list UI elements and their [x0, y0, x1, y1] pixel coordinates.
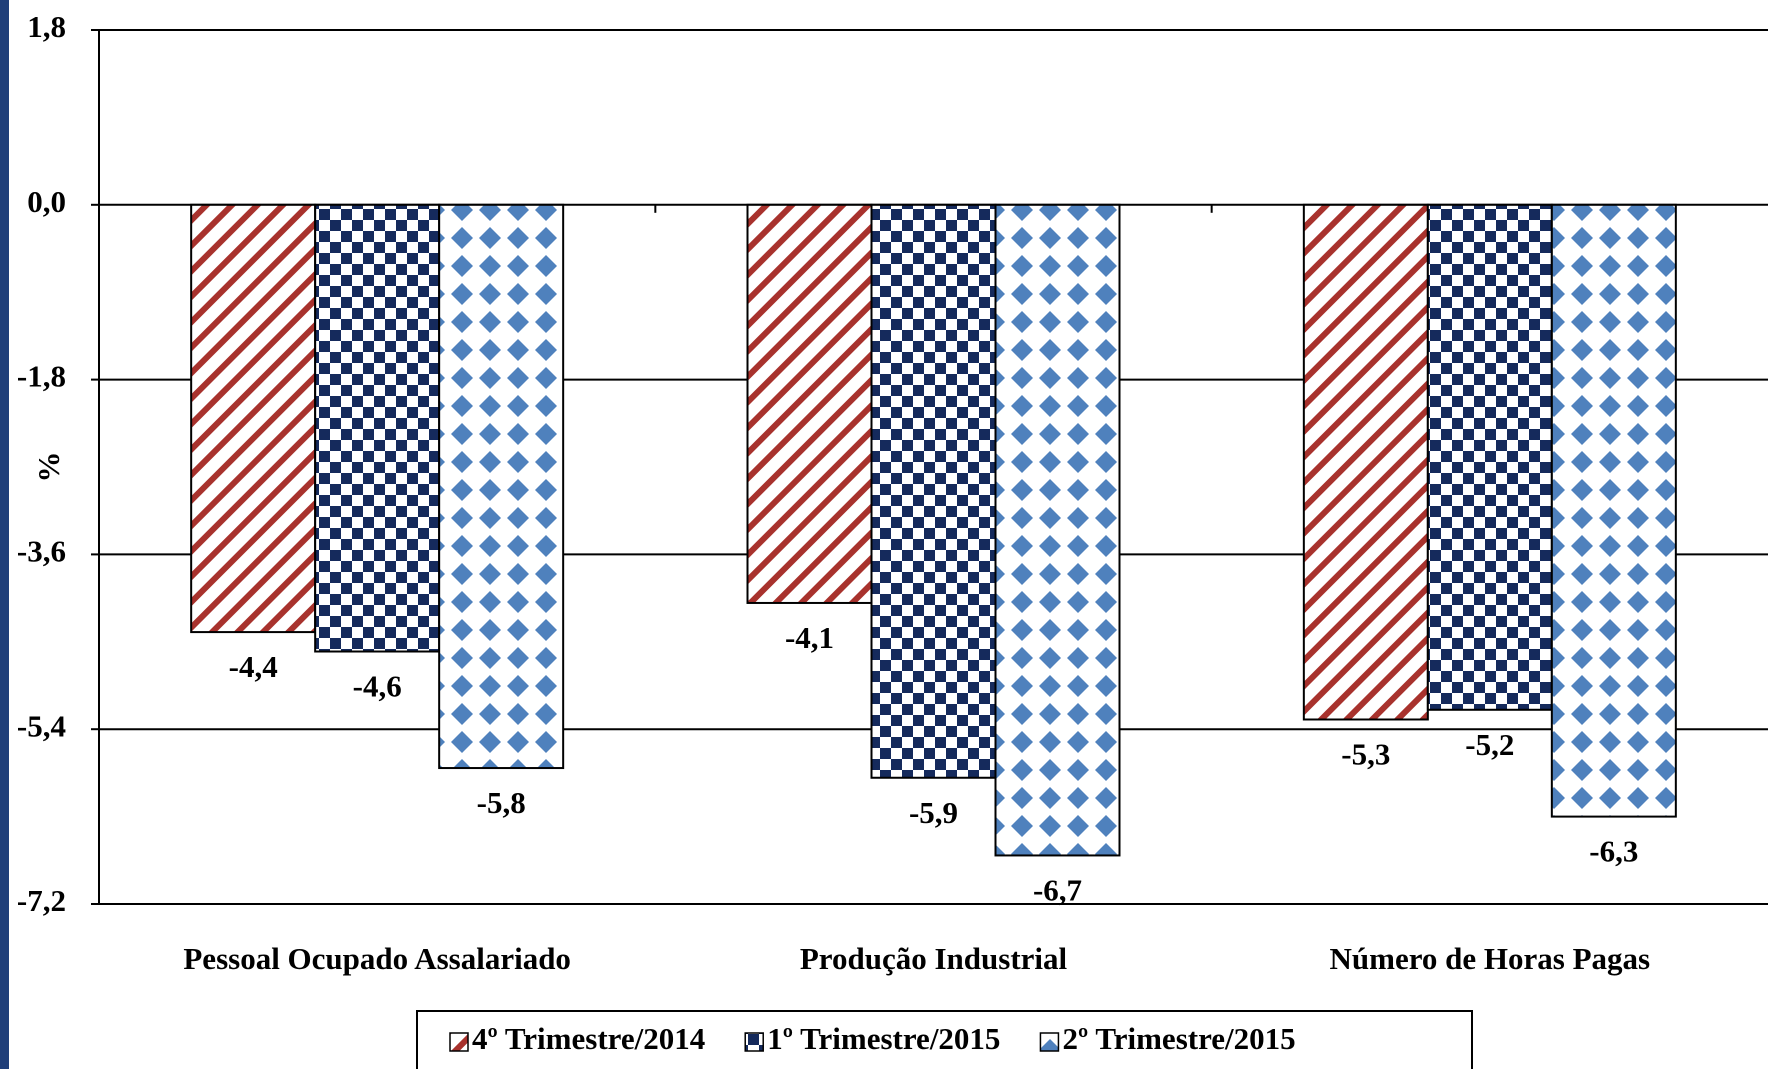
- value-label: -5,3: [1341, 737, 1390, 772]
- legend-box: [416, 1010, 1473, 1069]
- value-label: -4,4: [229, 649, 278, 684]
- left-border: [0, 0, 9, 1069]
- value-label: -5,2: [1465, 727, 1514, 762]
- y-tick-label: 0,0: [27, 184, 66, 219]
- value-label: -4,6: [353, 669, 402, 704]
- bar: [438, 203, 565, 770]
- y-tick-label: -7,2: [17, 883, 66, 918]
- y-tick-label: -5,4: [17, 708, 66, 743]
- bar: [190, 203, 317, 634]
- y-tick-label: -1,8: [17, 359, 66, 394]
- bar: [314, 203, 441, 653]
- value-label: -5,9: [909, 795, 958, 830]
- value-label: -6,3: [1589, 834, 1638, 869]
- legend-label: 4º Trimestre/2014: [472, 1021, 705, 1056]
- bar: [870, 203, 997, 779]
- legend-swatch: [449, 1032, 469, 1052]
- legend-swatch: [1039, 1032, 1060, 1052]
- bar: [1550, 203, 1677, 818]
- y-tick-label: -3,6: [17, 534, 66, 569]
- legend-label: 2º Trimestre/2015: [1062, 1021, 1295, 1056]
- x-tick-label: Número de Horas Pagas: [1330, 941, 1651, 976]
- legend-label: 1º Trimestre/2015: [767, 1021, 1000, 1056]
- x-tick-label: Produção Industrial: [800, 941, 1068, 976]
- value-label: -6,7: [1033, 873, 1082, 908]
- legend-swatch: [744, 1032, 764, 1052]
- y-axis-label: %: [31, 452, 66, 483]
- x-tick-label: Pessoal Ocupado Assalariado: [183, 941, 571, 976]
- bar: [994, 203, 1121, 857]
- value-label: -4,1: [785, 620, 834, 655]
- value-label: -5,8: [477, 785, 526, 820]
- bar: [1302, 203, 1429, 721]
- bar: [746, 203, 873, 604]
- y-tick-label: 1,8: [27, 9, 66, 44]
- bar: [1426, 203, 1553, 711]
